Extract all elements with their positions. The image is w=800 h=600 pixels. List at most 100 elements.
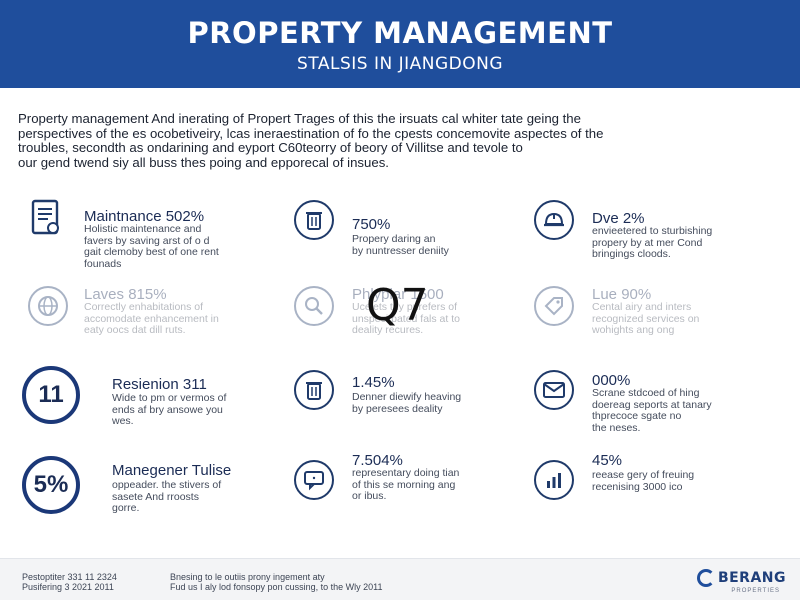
brand-mark-icon (696, 569, 715, 587)
stat-title: 000% (592, 372, 631, 389)
footer: Pestoptiter 331 11 2324 Pusifering 3 202… (0, 558, 800, 600)
intro-line: Property management And inerating of Pro… (18, 111, 581, 126)
footer-middle-text: Bnesing to le outiis prony ingement aty … (170, 572, 382, 592)
desc-line: by peresees deality (352, 402, 443, 415)
stat-phlyplar: Phlyplar 1500 Ucelets thy purefers of un… (290, 282, 520, 362)
overlay-question-label: Q7 (366, 280, 429, 331)
page-subtitle: STALSIS IN JIANGDONG (297, 54, 503, 74)
stat-manegener: 5% Manegener Tulise oppeader. the stiver… (22, 456, 292, 536)
chat-icon (294, 460, 334, 500)
stat-title: 1.45% (352, 374, 395, 391)
desc-line: gait clemoby best of one rent (84, 246, 219, 258)
header-banner: PROPERTY MANAGEMENT STALSIS IN JIANGDONG (0, 0, 800, 88)
stat-title: Lue 90% (592, 286, 652, 303)
desc-line: Holistic maintenance and (84, 223, 202, 235)
stats-row: 11 Resienion 311 Wide to pm or vermos of… (0, 366, 800, 446)
desc-line: sasete And rroosts (112, 490, 199, 503)
stat-description: Wide to pm or vermos of ends af bry anso… (112, 392, 292, 428)
desc-line: favers by saving arst of o d (84, 234, 210, 247)
intro-line: our gend twend siy all buss thes poing a… (18, 154, 389, 170)
desc-line: doereag seports at tanary (592, 398, 712, 411)
stat-title: 7.504% (352, 452, 403, 469)
desc-line: deality recures. (352, 324, 424, 336)
desc-line: thprecoce sgate no (592, 410, 682, 422)
intro-line: troubles, secondth as ondarining and eyp… (18, 140, 523, 155)
desc-line: reease gery of freuing (592, 469, 695, 481)
desc-line: Wide to pm or vermos of (112, 392, 227, 404)
desc-line: the neses. (592, 421, 641, 434)
number-badge: 11 (22, 366, 80, 424)
page-title: PROPERTY MANAGEMENT (187, 16, 613, 50)
desc-line: unspecitpated fals at to (352, 312, 460, 325)
bar-chart-icon (534, 460, 574, 500)
desc-line: Scrane stdcoed of hing (592, 387, 700, 399)
stat-title: Maintnance 502% (84, 208, 205, 225)
percent-badge: 5% (22, 456, 80, 514)
desc-line: representary doing tian (352, 467, 460, 479)
stat-description: Cental airy and inters recognized servic… (592, 301, 782, 337)
footer-line: Pusifering 3 2021 2011 (22, 582, 114, 592)
tag-icon (534, 286, 574, 326)
stat-safety: Dve 2% envieetered to sturbishing proper… (530, 196, 790, 276)
stat-title: Manegener Tulise (112, 462, 232, 479)
stat-clean-bin: 1.45% Denner diewify heaving by peresees… (290, 366, 520, 446)
footer-line: Bnesing to le outiis prony ingement aty (170, 572, 325, 582)
brand-tagline: PROPERTIES (731, 588, 780, 594)
desc-line: accomodate enhancement in (84, 312, 219, 325)
stats-row: 5% Manegener Tulise oppeader. the stiver… (0, 452, 800, 536)
desc-line: Denner diewify heaving (352, 391, 462, 403)
stat-growth: 45% reease gery of freuing recenising 30… (530, 452, 790, 536)
stat-laves: Laves 815% Correctly enhabitations of ac… (24, 282, 284, 362)
stat-description: Holistic maintenance and favers by savin… (84, 223, 284, 270)
stat-mail: 000% Scrane stdcoed of hing doereag sepo… (530, 366, 790, 446)
stat-title: Laves 815% (84, 286, 167, 303)
desc-line: Ucelets thy purefers of (352, 301, 458, 313)
desc-line: founads (84, 257, 122, 270)
desc-line: eaty oocs dat dill ruts. (84, 324, 186, 336)
stat-maintenance: Maintnance 502% Holistic maintenance and… (24, 196, 284, 276)
desc-line: Correctly enhabitations of (84, 301, 204, 313)
stat-title: Phlyplar 1500 (352, 286, 444, 303)
footer-line: Pestoptiter 331 11 2324 (22, 572, 117, 582)
desc-line: envieetered to sturbishing (592, 225, 713, 237)
desc-line: wohights ang ong (592, 324, 675, 336)
stat-description: Correctly enhabitations of accomodate en… (84, 301, 284, 337)
brand-logo: BERANG PROPERTIES (696, 569, 786, 594)
desc-line: by nuntresser deniity (352, 244, 449, 257)
desc-line: wes. (112, 415, 134, 427)
stat-description: representary doing tian of this se morni… (352, 467, 522, 503)
stat-lue: Lue 90% Cental airy and inters recognize… (530, 282, 790, 362)
stat-description: reease gery of freuing recenising 3000 i… (592, 469, 782, 493)
stat-description: envieetered to sturbishing propery by at… (592, 225, 782, 261)
desc-line: of this se morning ang (352, 478, 456, 491)
bin-icon (294, 370, 334, 410)
intro-line: perspectives of the es ocobetiveiry, lca… (18, 125, 604, 141)
desc-line: or ibus. (352, 490, 387, 502)
desc-line: ends af bry ansowe you (112, 403, 223, 416)
stat-description: Propery daring an by nuntresser deniity (352, 233, 512, 257)
stat-description: oppeader. the stivers of sasete And rroo… (112, 479, 282, 515)
desc-line: recognized services on (592, 312, 700, 325)
globe-icon (28, 286, 68, 326)
desc-line: bringings cloods. (592, 248, 671, 260)
desc-line: Propery daring an (352, 233, 436, 245)
desc-line: propery by at mer Cond (592, 236, 703, 249)
envelope-icon (534, 370, 574, 410)
stat-cleaning: 750% Propery daring an by nuntresser den… (290, 196, 520, 276)
stat-description: Denner diewify heaving by peresees deali… (352, 391, 522, 415)
stat-title: 750% (352, 216, 391, 233)
brand-name: BERANG (717, 570, 786, 586)
stat-title: Resienion 311 (112, 376, 207, 393)
footer-line: Fud us I aly lod fonsopy pon cussing, to… (170, 582, 383, 592)
stat-title: Dve 2% (592, 210, 645, 227)
helmet-icon (534, 200, 574, 240)
intro-paragraph: Property management And inerating of Pro… (18, 111, 778, 170)
document-icon (24, 196, 68, 240)
stats-row: Laves 815% Correctly enhabitations of ac… (0, 282, 800, 362)
stat-communication: 7.504% representary doing tian of this s… (290, 452, 522, 536)
trash-bin-icon (294, 200, 334, 240)
desc-line: recenising 3000 ico (592, 480, 683, 493)
stat-description: Scrane stdcoed of hing doereag seports a… (592, 387, 782, 434)
desc-line: Cental airy and inters (592, 301, 692, 313)
magnifier-icon (294, 286, 334, 326)
